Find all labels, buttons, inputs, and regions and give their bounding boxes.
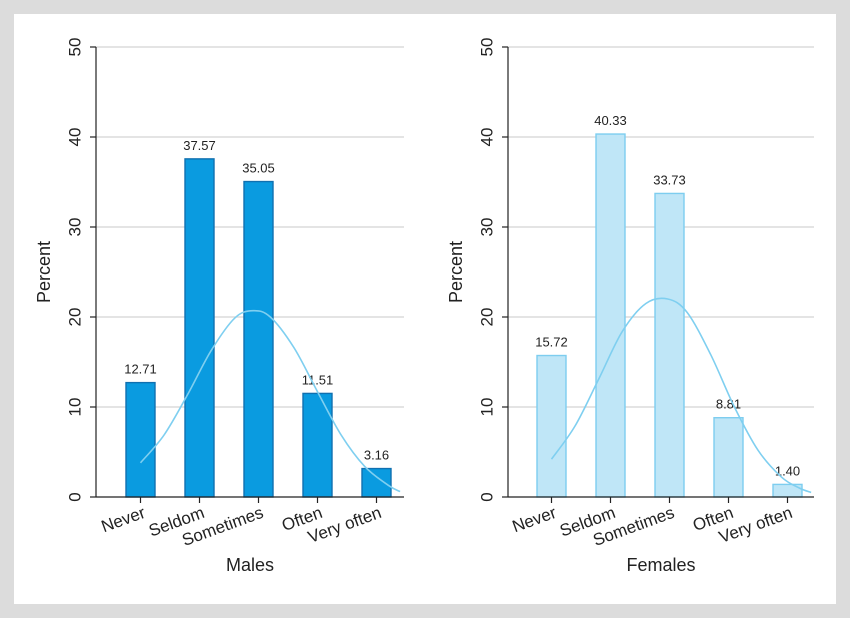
y-axis-title: Percent bbox=[34, 241, 54, 303]
density-curve bbox=[139, 309, 401, 493]
y-tick-label-30: 30 bbox=[65, 218, 84, 237]
y-tick-label-50: 50 bbox=[477, 38, 496, 57]
males-panel: 0 10 20 30 40 50 Percent 12.71 37.57 35.05 11.51 3.… bbox=[34, 38, 404, 575]
y-tick-label-20: 20 bbox=[477, 308, 496, 327]
y-tick-label-0: 0 bbox=[65, 492, 84, 501]
y-axis-title: Percent bbox=[446, 241, 466, 303]
data-label-seldom: 40.33 bbox=[594, 113, 627, 128]
data-label-never: 15.72 bbox=[535, 335, 568, 350]
bar-often bbox=[302, 392, 333, 498]
figure-svg: 0 10 20 30 40 50 Percent 12.71 37.57 35.05 11.51 3.… bbox=[34, 38, 814, 575]
density-curve bbox=[550, 297, 812, 494]
data-label-never: 12.71 bbox=[124, 362, 157, 377]
data-label-often: 8.81 bbox=[716, 397, 741, 412]
figure-frame: 0 10 20 30 40 50 Percent 12.71 37.57 35.05 11.51 3.… bbox=[14, 14, 836, 604]
y-tick-label-10: 10 bbox=[65, 398, 84, 417]
data-label-often: 11.51 bbox=[302, 372, 334, 387]
y-tick-label-30: 30 bbox=[477, 218, 496, 237]
bar-never bbox=[125, 381, 156, 498]
bar-often bbox=[713, 417, 744, 498]
bar-sometimes bbox=[243, 180, 274, 498]
y-tick-label-10: 10 bbox=[477, 398, 496, 417]
bar-seldom bbox=[595, 133, 626, 498]
data-label-very-often: 1.40 bbox=[775, 463, 800, 478]
females-panel: 0 10 20 30 40 50 Percent 15.72 40.33 33.73 8.81 1.4… bbox=[446, 38, 814, 575]
data-label-seldom: 37.57 bbox=[183, 138, 216, 153]
y-tick-label-0: 0 bbox=[477, 492, 496, 501]
data-label-sometimes: 33.73 bbox=[653, 172, 686, 187]
y-tick-label-40: 40 bbox=[65, 128, 84, 147]
bar-sometimes bbox=[654, 192, 685, 498]
y-tick-label-40: 40 bbox=[477, 128, 496, 147]
y-tick-label-50: 50 bbox=[65, 38, 84, 57]
x-tick-label-never: Never bbox=[510, 503, 559, 536]
data-label-very-often: 3.16 bbox=[364, 448, 389, 463]
data-label-sometimes: 35.05 bbox=[242, 161, 275, 176]
bar-seldom bbox=[184, 158, 215, 498]
x-tick-label-never: Never bbox=[99, 503, 148, 536]
x-axis-title: Females bbox=[626, 555, 695, 575]
y-tick-label-20: 20 bbox=[65, 308, 84, 327]
bar-never bbox=[536, 354, 567, 498]
x-axis-title: Males bbox=[226, 555, 274, 575]
bar-very-often bbox=[361, 467, 392, 498]
bar-very-often bbox=[772, 483, 803, 498]
